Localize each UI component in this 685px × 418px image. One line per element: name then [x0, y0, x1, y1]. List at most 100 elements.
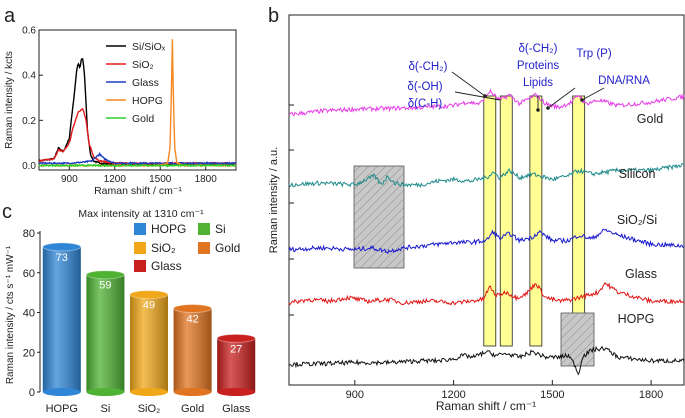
annotation-arrow-4	[581, 87, 605, 101]
bar-shade-2	[130, 294, 168, 392]
panel-c-ytick-label: 20	[23, 347, 35, 359]
bar-shade-0	[42, 246, 81, 392]
bar-base-0	[42, 388, 81, 396]
bar-cap-1	[85, 270, 125, 280]
panel-b-xtick-label: 1500	[540, 389, 564, 401]
bar-base-1	[86, 388, 125, 396]
panel-c-legend-swatch	[134, 260, 146, 272]
panel-a-series-0	[38, 57, 237, 167]
annotation-2-line: Proteins	[517, 60, 559, 72]
panel-a-legend-label: SiO₂	[132, 59, 154, 71]
bar-category-label: Si	[101, 403, 111, 415]
panel-b-highlight-bands	[483, 95, 586, 347]
panel-c-ytick-label: 40	[23, 308, 35, 320]
bar-value-label: 59	[99, 280, 111, 292]
panel-a-xtick-label: 1500	[149, 174, 172, 185]
panel-a-lines	[38, 39, 237, 168]
panel-a-legend-label: Gold	[132, 113, 154, 125]
bar-cap-4	[216, 333, 256, 343]
bar-base-4	[217, 388, 256, 396]
panel-c-legend-label: HOPG	[151, 222, 186, 236]
bar-base-2	[130, 388, 168, 396]
panel-c-axis: 0 20 40 60 80	[23, 228, 41, 399]
panel-c-ytick-label: 60	[23, 268, 35, 280]
panel-a-xtick-label: 1200	[104, 174, 127, 185]
panel-b-ylabel: Raman intensity / a.u.	[268, 147, 280, 253]
bar-category-label: Gold	[181, 403, 204, 415]
annotation-arrow-oh	[454, 91, 501, 101]
bar-category-label: HOPG	[46, 403, 78, 415]
panel-b-xlabel: Raman shift / cm⁻¹	[436, 399, 536, 413]
annotation-1-line: δ(-OH)	[407, 81, 442, 93]
panel-c-title: Max intensity at 1310 cm⁻¹	[78, 208, 204, 220]
bar-category-label: SiO₂	[138, 403, 161, 415]
bar-value-label: 42	[186, 314, 198, 326]
bar-category-label: Glass	[222, 403, 251, 415]
panel-c-legend-label: Gold	[215, 241, 240, 255]
annotation-arrow-3	[547, 87, 576, 109]
panel-c-legend-swatch	[198, 223, 210, 235]
annotation-arrow-0	[451, 71, 486, 97]
trace-label: SiO₂/Si	[617, 213, 657, 227]
panel-c-legend: HOPG SiO₂ Glass Si Gold	[134, 222, 240, 273]
panel-a-xlabel: Raman shift / cm⁻¹	[94, 185, 182, 197]
hatched-region-hopg	[560, 312, 595, 367]
bar-shade-4	[217, 338, 256, 392]
panel-b-frame	[288, 14, 685, 386]
trace-label: Gold	[637, 112, 663, 126]
highlight-band-1	[499, 95, 513, 347]
highlight-band-0	[483, 95, 497, 347]
bar-shade-1	[86, 274, 125, 392]
bar-value-label: 27	[230, 343, 242, 355]
panel-a-legend-label: Si/SiOₓ	[132, 41, 166, 53]
bar-cap-2	[129, 290, 169, 300]
panel-c-bars: 73 HOPG 59 Si 49 SiO₂ 42 Gold 27 Glass	[42, 242, 256, 415]
highlight-band-2	[529, 95, 543, 347]
panel-c-legend-label: SiO₂	[151, 241, 176, 255]
bar-base-3	[173, 388, 212, 396]
panel-a-ticks: 900 1200 1500 1800 0.0 0.2 0.4 0.6	[22, 26, 217, 186]
panel-b-series-4	[288, 345, 685, 376]
panel-a-xtick-label: 1800	[195, 174, 218, 185]
bar-cap-3	[173, 304, 213, 314]
panel-a-ytick-label: 0.0	[22, 161, 36, 172]
trace-label: Glass	[625, 267, 657, 281]
bar-shade-3	[173, 308, 212, 392]
annotation-4-line: DNA/RNA	[598, 75, 650, 87]
bar-cap-0	[42, 242, 82, 252]
annotation-0-line: δ(-CH₂)	[409, 61, 448, 73]
panel-c-legend-swatch	[134, 242, 146, 254]
bar-value-label: 49	[143, 300, 155, 312]
highlight-band-3	[572, 95, 586, 347]
panel-b-xtick-label: 1800	[639, 389, 663, 401]
trace-label: HOPG	[618, 312, 655, 326]
bar-value-label: 73	[56, 252, 68, 264]
panel-c-legend-swatch	[134, 223, 146, 235]
panel-a-ytick-label: 0.6	[22, 26, 36, 37]
panel-b-lines	[288, 88, 685, 376]
panel-c-ytick-label: 0	[29, 387, 35, 399]
annotation-1-line: δ(C-H)	[408, 98, 443, 110]
annotation-2-line: Lipids	[523, 77, 553, 89]
panel-b-xtick-label: 1200	[441, 389, 465, 401]
panel-label-a: a	[4, 5, 16, 27]
panel-c-legend-label: Glass	[151, 259, 182, 273]
panel-a-series-4	[38, 163, 237, 168]
panel-b-trace-labels: Gold Silicon SiO₂/Si Glass HOPG	[617, 112, 663, 326]
panel-b-series-2	[288, 228, 685, 255]
panel-label-c: c	[2, 201, 12, 223]
panel-c-legend-label: Si	[215, 222, 226, 236]
panel-b-annotations: δ(-CH₂) δ(-OH) δ(C-H) δ(-CH₂) Proteins Lipids…	[407, 43, 650, 112]
panel-a-legend-label: HOPG	[132, 95, 163, 107]
annotation-3-line: Trp (P)	[576, 48, 612, 60]
panel-a-ytick-label: 0.2	[22, 116, 36, 127]
panel-c-ylabel: Raman intensity / cts s⁻¹ mW⁻¹	[5, 245, 16, 384]
panel-b-ticks: 900 1200 1500 1800	[289, 104, 663, 401]
annotation-arrowhead-2	[536, 108, 540, 112]
panel-a-xtick-label: 900	[61, 174, 78, 185]
panel-b-series-1	[288, 162, 685, 188]
panel-a-series-2	[38, 151, 237, 166]
annotation-2-line: δ(-CH₂)	[519, 43, 558, 55]
annotation-arrowhead-3	[546, 106, 550, 110]
